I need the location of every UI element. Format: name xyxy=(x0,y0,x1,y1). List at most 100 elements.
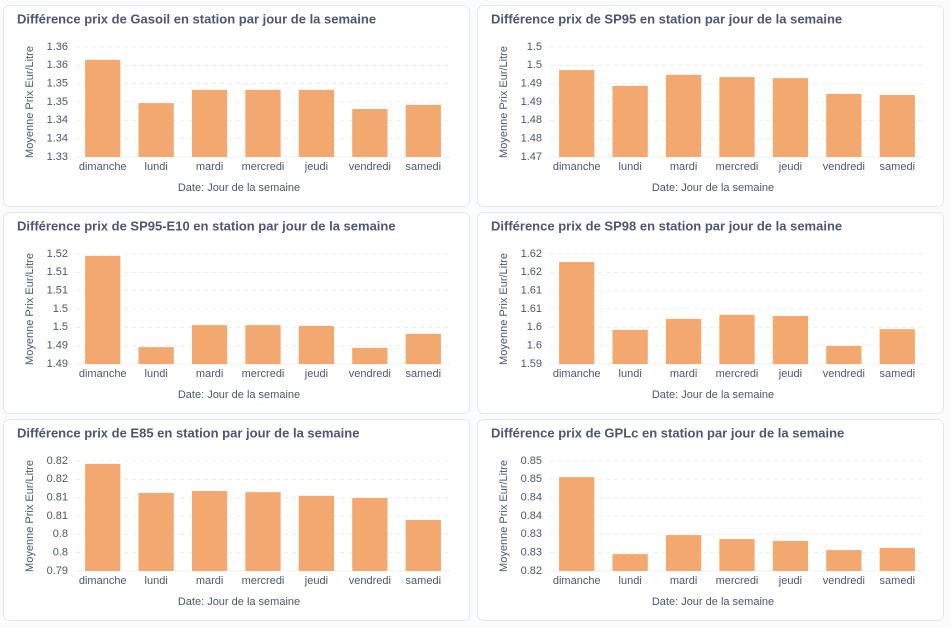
y-tick-label: 1.5 xyxy=(527,41,542,53)
y-tick-label: 0.84 xyxy=(521,492,542,504)
x-tick-label: vendredi xyxy=(823,161,865,173)
chart-title: Différence prix de SP98 en station par j… xyxy=(491,218,842,233)
x-axis-label: Date: Jour de la semaine xyxy=(652,182,774,194)
chart-panel: Différence prix de GPLc en station par j… xyxy=(477,419,944,621)
bar xyxy=(138,492,174,571)
y-axis-label: Moyenne Prix Eur/Litre xyxy=(498,460,510,572)
y-tick-label: 1.48 xyxy=(521,114,542,126)
x-tick-label: jeudi xyxy=(304,575,328,587)
y-tick-label: 1.5 xyxy=(53,321,68,333)
bar xyxy=(352,108,388,157)
bar xyxy=(298,325,335,364)
bar xyxy=(772,78,809,157)
x-tick-label: mardi xyxy=(196,575,224,587)
y-tick-label: 1.5 xyxy=(527,59,542,71)
y-tick-label: 1.34 xyxy=(47,114,68,126)
y-tick-label: 1.34 xyxy=(47,133,68,145)
x-tick-label: lundi xyxy=(145,161,168,173)
bar xyxy=(245,89,281,157)
y-tick-label: 1.6 xyxy=(527,321,542,333)
bar xyxy=(352,498,388,571)
chart-title: Différence prix de GPLc en station par j… xyxy=(491,425,844,440)
x-tick-label: mardi xyxy=(670,368,698,380)
y-tick-label: 0.82 xyxy=(47,473,68,485)
bar xyxy=(405,333,441,364)
x-tick-label: lundi xyxy=(619,575,642,587)
x-tick-label: mercredi xyxy=(242,575,285,587)
chart-panel: Différence prix de Gasoil en station par… xyxy=(3,5,470,207)
bar xyxy=(879,95,915,157)
y-tick-label: 1.35 xyxy=(47,78,68,90)
bar xyxy=(85,59,121,158)
y-axis-label: Moyenne Prix Eur/Litre xyxy=(24,460,36,572)
x-tick-label: mercredi xyxy=(716,161,759,173)
bar xyxy=(826,550,862,571)
x-axis-label: Date: Jour de la semaine xyxy=(652,596,774,608)
x-tick-label: mercredi xyxy=(242,161,285,173)
y-tick-label: 0.79 xyxy=(47,565,68,577)
y-tick-label: 1.49 xyxy=(47,358,68,370)
bar xyxy=(772,315,809,364)
panel-background xyxy=(3,419,470,621)
panel-background xyxy=(3,5,470,207)
y-tick-label: 1.36 xyxy=(47,41,68,53)
y-tick-label: 0.84 xyxy=(521,510,542,522)
x-tick-label: mardi xyxy=(196,161,224,173)
x-tick-label: dimanche xyxy=(79,575,127,587)
y-axis-label: Moyenne Prix Eur/Litre xyxy=(24,46,36,158)
x-tick-label: samedi xyxy=(406,575,441,587)
y-tick-label: 1.49 xyxy=(47,340,68,352)
bar xyxy=(559,70,595,157)
x-tick-label: dimanche xyxy=(79,368,127,380)
y-tick-label: 0.83 xyxy=(521,528,542,540)
y-tick-label: 1.35 xyxy=(47,96,68,108)
bar xyxy=(879,547,915,571)
bar xyxy=(405,520,441,571)
bar xyxy=(665,74,702,157)
y-tick-label: 1.33 xyxy=(47,151,68,163)
x-tick-label: lundi xyxy=(619,368,642,380)
y-tick-label: 0.82 xyxy=(521,565,542,577)
bar xyxy=(85,255,121,364)
x-tick-label: dimanche xyxy=(553,161,601,173)
x-tick-label: samedi xyxy=(406,161,441,173)
y-axis-label: Moyenne Prix Eur/Litre xyxy=(498,46,510,158)
bar xyxy=(298,495,335,571)
bar xyxy=(138,347,174,364)
x-tick-label: vendredi xyxy=(349,575,391,587)
y-tick-label: 1.61 xyxy=(521,285,542,297)
x-tick-label: mercredi xyxy=(716,368,759,380)
bar xyxy=(245,492,281,571)
x-axis-label: Date: Jour de la semaine xyxy=(178,596,300,608)
y-tick-label: 1.51 xyxy=(47,266,68,278)
x-tick-label: dimanche xyxy=(553,575,601,587)
y-tick-label: 1.61 xyxy=(521,303,542,315)
bar xyxy=(191,89,228,157)
x-tick-label: vendredi xyxy=(349,161,391,173)
x-tick-label: mardi xyxy=(670,575,698,587)
x-tick-label: mardi xyxy=(670,161,698,173)
x-tick-label: dimanche xyxy=(553,368,601,380)
x-axis-label: Date: Jour de la semaine xyxy=(652,389,774,401)
x-axis-label: Date: Jour de la semaine xyxy=(178,182,300,194)
bar xyxy=(665,318,702,364)
y-tick-label: 1.48 xyxy=(521,133,542,145)
x-tick-label: jeudi xyxy=(304,161,328,173)
panel-background xyxy=(3,212,470,414)
y-tick-label: 0.81 xyxy=(47,492,68,504)
y-tick-label: 1.49 xyxy=(521,78,542,90)
x-tick-label: vendredi xyxy=(823,368,865,380)
bar xyxy=(612,329,648,364)
y-tick-label: 1.36 xyxy=(47,59,68,71)
y-tick-label: 0.83 xyxy=(521,547,542,559)
chart-panel: Différence prix de SP95-E10 en station p… xyxy=(3,212,470,414)
bar xyxy=(879,329,915,364)
chart-title: Différence prix de E85 en station par jo… xyxy=(17,425,359,440)
y-tick-label: 1.52 xyxy=(47,248,68,260)
bar xyxy=(191,491,228,571)
x-tick-label: samedi xyxy=(880,161,915,173)
bar xyxy=(612,554,648,571)
x-tick-label: samedi xyxy=(406,368,441,380)
bar xyxy=(772,540,809,571)
